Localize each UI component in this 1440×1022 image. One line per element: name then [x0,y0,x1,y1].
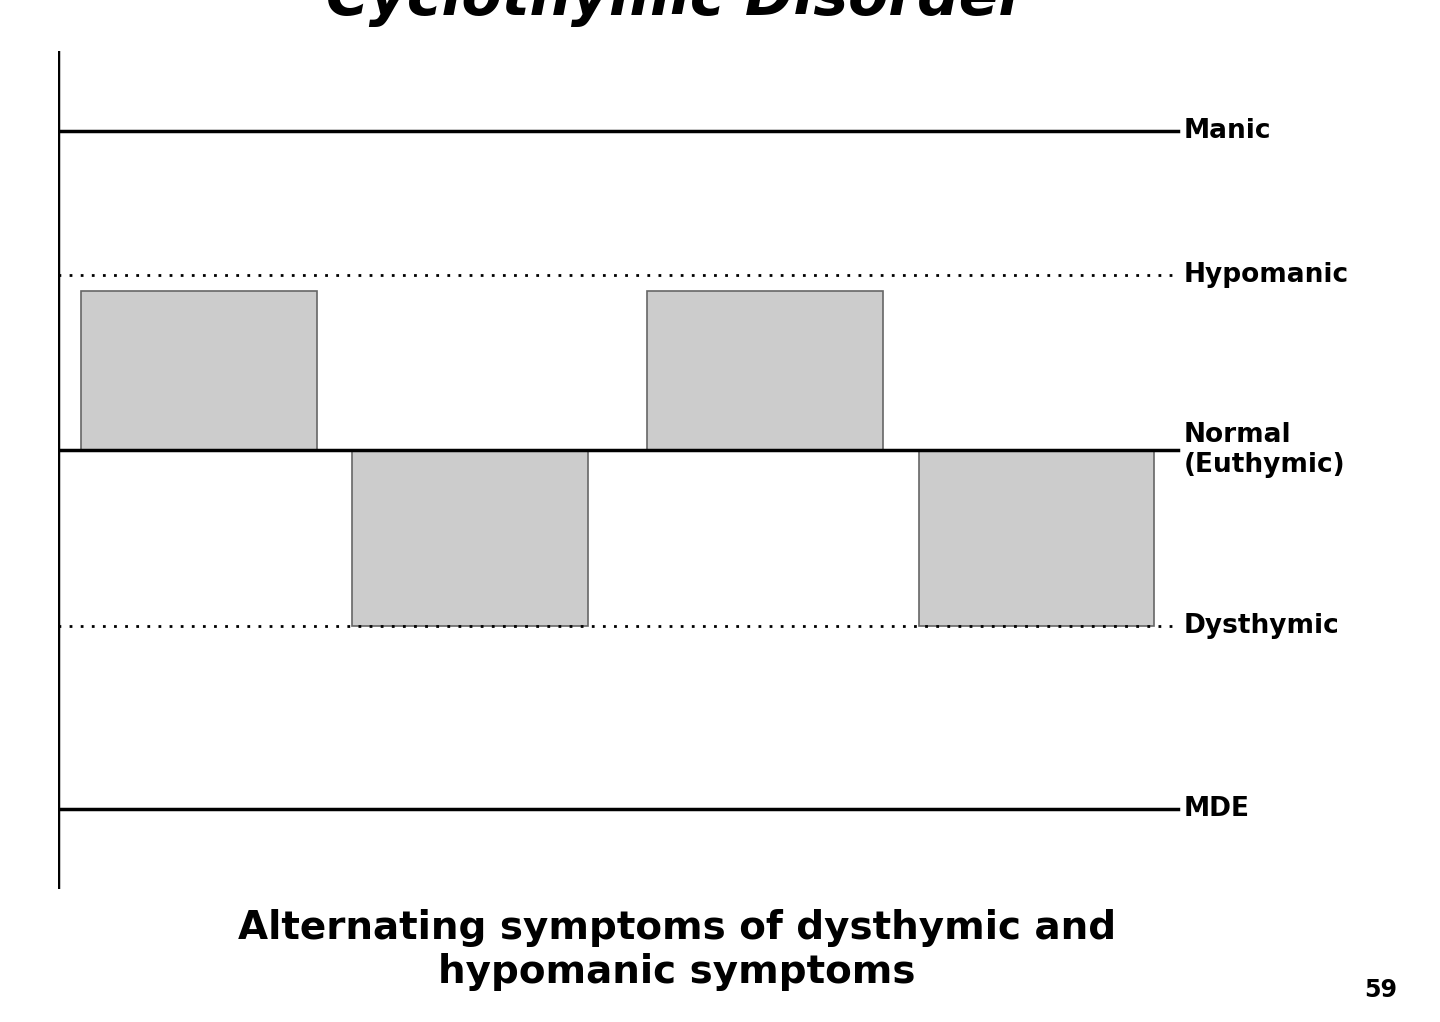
Text: Normal
(Euthymic): Normal (Euthymic) [1184,422,1345,478]
Text: MDE: MDE [1184,796,1250,823]
X-axis label: Alternating symptoms of dysthymic and
hypomanic symptoms: Alternating symptoms of dysthymic and hy… [238,909,1116,990]
Text: Hypomanic: Hypomanic [1184,262,1349,287]
Bar [353,450,589,625]
Text: Dysthymic: Dysthymic [1184,613,1339,639]
Text: 59: 59 [1364,978,1397,1002]
Bar [648,290,883,450]
Title: Cyclothymic Disorder: Cyclothymic Disorder [327,0,1027,27]
Bar [919,450,1155,625]
Text: Manic: Manic [1184,118,1272,144]
Bar [81,290,317,450]
